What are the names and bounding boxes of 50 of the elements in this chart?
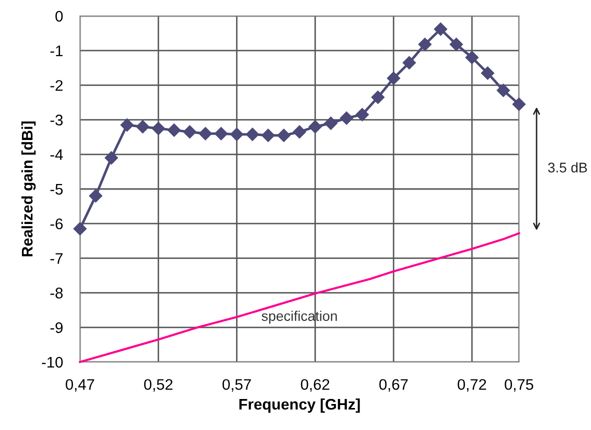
point xyxy=(277,128,290,142)
y-tick-label: -3 xyxy=(50,114,63,126)
x-tick-label: 0,47 xyxy=(66,379,94,392)
point xyxy=(418,38,432,51)
y-tick-label: -8 xyxy=(50,288,63,298)
point xyxy=(465,50,479,64)
y-tick-label: -2 xyxy=(50,80,63,91)
point xyxy=(230,128,244,141)
point xyxy=(292,125,306,138)
point xyxy=(246,128,260,141)
point xyxy=(104,151,118,164)
x-tick-label: 0,75 xyxy=(504,379,534,392)
y-tick-label: -7 xyxy=(50,253,63,264)
y-axis-title: Realized gain [dBi] xyxy=(21,122,36,256)
x-tick-label: 0,67 xyxy=(379,379,408,392)
point xyxy=(167,124,181,137)
point xyxy=(496,84,510,97)
point xyxy=(89,189,102,203)
point xyxy=(481,66,494,80)
point xyxy=(214,127,228,140)
y-tick-label: -6 xyxy=(50,218,63,230)
point xyxy=(450,38,463,51)
y-tick-label: 0 xyxy=(55,10,63,22)
text: 3.5 dB xyxy=(548,162,587,172)
point xyxy=(183,125,196,138)
point xyxy=(198,127,212,140)
point xyxy=(356,108,369,122)
y-tick-label: -10 xyxy=(42,356,63,368)
y-tick-label: -1 xyxy=(50,46,63,56)
point xyxy=(120,118,134,132)
y-tick-label: -9 xyxy=(50,322,63,334)
x-axis-title: Frequency [GHz] xyxy=(239,398,360,413)
point xyxy=(512,98,526,111)
x-tick-label: 0,72 xyxy=(458,379,486,392)
point xyxy=(434,22,448,36)
x-tick-label: 0,62 xyxy=(300,379,330,392)
x-tick-label: 0,52 xyxy=(144,379,172,392)
point xyxy=(402,56,416,70)
point xyxy=(73,222,87,236)
point xyxy=(371,90,384,104)
point xyxy=(152,122,165,136)
point xyxy=(308,120,322,134)
point xyxy=(324,116,338,130)
point xyxy=(136,120,150,134)
point xyxy=(386,72,400,85)
point xyxy=(340,111,354,125)
y-tick-label: -4 xyxy=(50,149,63,160)
point xyxy=(262,128,275,142)
y-tick-label: -5 xyxy=(50,184,63,195)
x-tick-label: 0,57 xyxy=(222,379,251,392)
